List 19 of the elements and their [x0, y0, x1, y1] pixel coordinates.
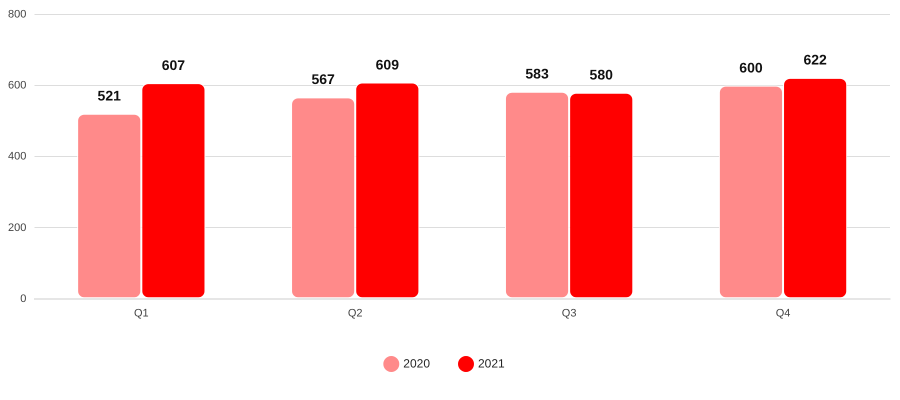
- data-label: 583: [525, 66, 549, 82]
- data-label: 580: [590, 66, 614, 83]
- data-label: 567: [311, 71, 336, 88]
- y-tick-label: 400: [8, 150, 26, 163]
- data-label: 607: [162, 57, 186, 74]
- y-tick-label: 600: [8, 80, 26, 92]
- legend-label: 2021: [478, 356, 506, 370]
- data-label: 600: [739, 60, 763, 76]
- y-tick-label: 200: [8, 222, 26, 234]
- data-label: 521: [98, 88, 122, 104]
- data-label: 609: [376, 56, 400, 72]
- x-tick-label: Q4: [776, 307, 790, 320]
- x-tick-label: Q1: [134, 307, 149, 320]
- legend-label: 2020: [403, 356, 430, 370]
- data-label: 622: [803, 52, 828, 68]
- x-tick-label: Q2: [348, 307, 363, 320]
- y-tick-label: 800: [8, 8, 26, 21]
- y-tick-label: 0: [20, 292, 26, 305]
- x-tick-label: Q3: [562, 307, 576, 320]
